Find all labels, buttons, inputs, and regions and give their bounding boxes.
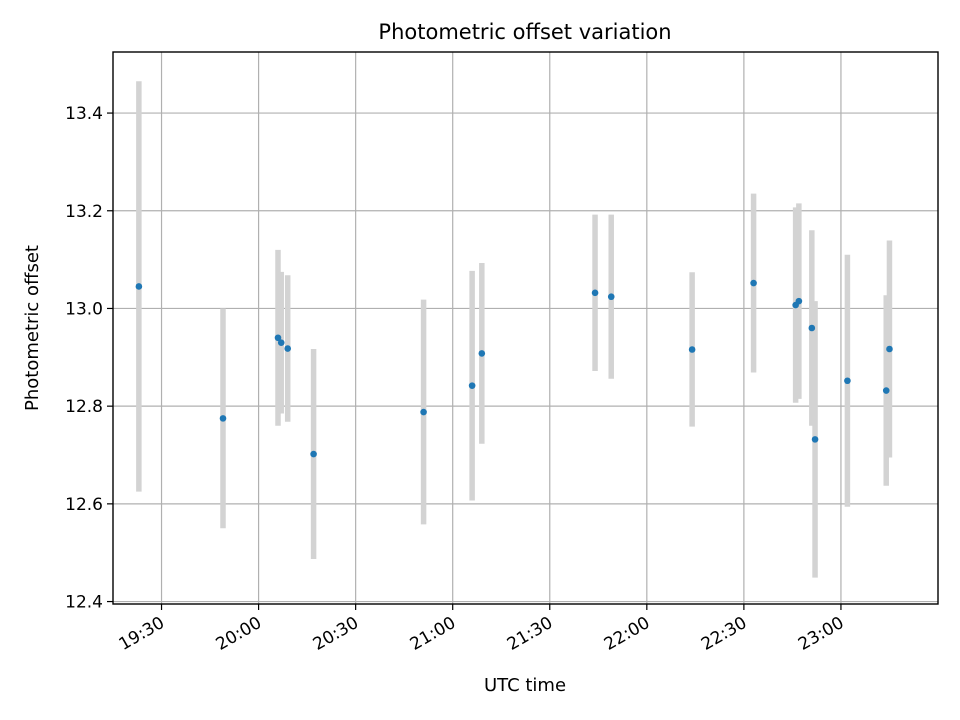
y-tick-label: 13.4	[65, 104, 103, 124]
data-point	[277, 339, 285, 346]
grid-lines	[113, 52, 938, 604]
data-point	[811, 436, 819, 443]
y-tick-label: 12.4	[65, 593, 103, 613]
chart-title: Photometric offset variation	[378, 20, 671, 44]
data-point	[808, 324, 816, 332]
data-point	[591, 289, 599, 297]
data-points	[135, 279, 893, 458]
data-point	[886, 345, 893, 353]
x-axis-label: UTC time	[484, 675, 566, 696]
y-tick-label: 12.6	[65, 495, 103, 515]
data-point	[468, 382, 476, 389]
y-tick-label: 12.8	[65, 397, 103, 417]
data-point	[135, 283, 143, 290]
data-point	[478, 350, 486, 357]
data-point	[219, 415, 227, 422]
y-axis-label: Photometric offset	[22, 245, 43, 411]
data-point	[795, 297, 803, 305]
data-point	[284, 345, 292, 352]
data-point	[844, 377, 851, 385]
data-point	[882, 387, 890, 394]
y-tick-label: 13.2	[65, 202, 103, 222]
data-point	[274, 334, 282, 342]
plot-frame	[112, 51, 939, 605]
data-point	[310, 450, 317, 458]
y-tick-label: 13.0	[65, 299, 103, 319]
data-point	[688, 346, 696, 353]
data-point	[420, 408, 427, 416]
data-point	[607, 293, 615, 301]
data-point	[750, 279, 757, 287]
